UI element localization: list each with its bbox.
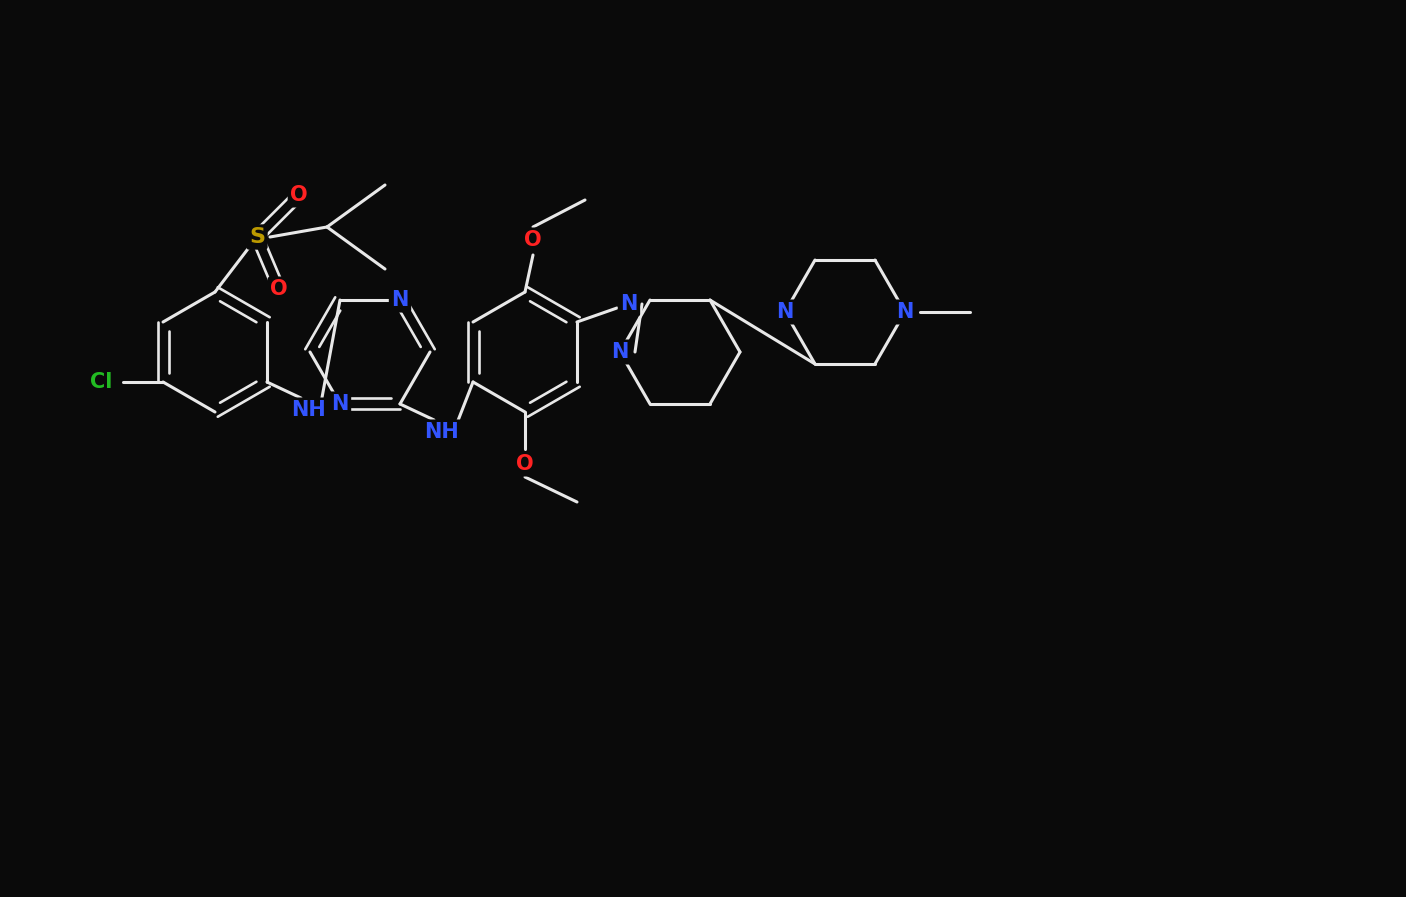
Text: N: N [391, 290, 409, 310]
Text: N: N [612, 342, 628, 362]
Text: O: O [524, 230, 541, 250]
Text: N: N [776, 302, 794, 322]
Text: N: N [332, 394, 349, 414]
Text: S: S [249, 227, 264, 247]
Text: NH: NH [291, 400, 326, 420]
Text: Cl: Cl [90, 372, 112, 392]
Text: N: N [620, 294, 638, 314]
Text: NH: NH [425, 422, 460, 442]
Text: O: O [516, 454, 534, 474]
Text: O: O [270, 279, 288, 299]
Text: N: N [896, 302, 914, 322]
Text: O: O [290, 185, 308, 205]
